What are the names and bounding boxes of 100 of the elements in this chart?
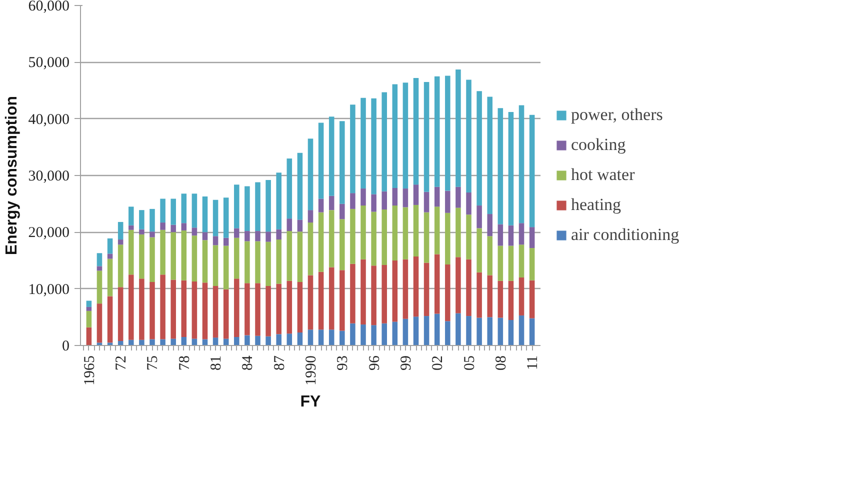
- bar: [202, 196, 208, 232]
- bar: [255, 231, 260, 242]
- bar: [276, 334, 282, 346]
- bar: [160, 222, 166, 230]
- bar: [508, 225, 514, 246]
- legend-label: cooking: [571, 135, 626, 155]
- legend-label: air conditioning: [571, 225, 680, 245]
- bar: [181, 280, 187, 337]
- bar: [382, 323, 387, 346]
- bar: [297, 332, 303, 346]
- bar: [340, 121, 345, 204]
- bar: [402, 82, 408, 189]
- bar: [244, 231, 250, 242]
- bar: [529, 280, 535, 318]
- bar: [487, 236, 492, 276]
- bar: [297, 220, 303, 232]
- bar: [434, 254, 440, 314]
- bar: [340, 330, 345, 346]
- bar: [266, 336, 271, 346]
- bar: [518, 244, 524, 278]
- bar: [487, 275, 492, 318]
- bar: [350, 264, 356, 324]
- bar: [371, 98, 376, 194]
- x-tick-label: 81: [208, 356, 225, 370]
- bar: [118, 244, 124, 288]
- bar: [402, 188, 408, 208]
- bar: [86, 327, 92, 346]
- x-tick-label: 99: [398, 356, 414, 370]
- bar: [308, 330, 314, 346]
- bar: [518, 105, 524, 224]
- y-axis-title: Energy consumption: [3, 96, 20, 256]
- legend-label: power, others: [571, 105, 663, 125]
- bar: [350, 208, 356, 264]
- bar: [328, 196, 334, 210]
- x-tick-label: 75: [145, 356, 162, 370]
- bar: [476, 228, 482, 272]
- x-tick-label: 84: [240, 355, 256, 370]
- bar: [297, 232, 303, 282]
- bar: [529, 227, 535, 248]
- bar: [192, 338, 198, 346]
- x-tick-label: 1990: [304, 356, 320, 386]
- bar: [487, 96, 492, 214]
- bar: [244, 283, 250, 336]
- bar: [223, 289, 229, 339]
- bar: [476, 91, 482, 206]
- bar: [498, 280, 504, 318]
- bar: [508, 280, 514, 320]
- bar: [286, 231, 292, 281]
- bar: [234, 278, 240, 337]
- bar: [118, 240, 124, 245]
- bar: [434, 186, 440, 207]
- bar: [392, 260, 398, 322]
- bar: [160, 230, 166, 275]
- x-tick-label: 1965: [82, 356, 98, 386]
- bar: [150, 237, 155, 282]
- bar: [139, 234, 144, 279]
- bar: [286, 218, 292, 232]
- bar: [160, 274, 166, 340]
- bar: [413, 204, 419, 257]
- bar: [181, 230, 187, 280]
- bar: [160, 198, 166, 223]
- bar: [86, 306, 92, 311]
- bar: [192, 281, 198, 339]
- bar: [86, 300, 92, 307]
- bar: [518, 223, 524, 245]
- legend-label: hot water: [571, 165, 635, 185]
- bar: [360, 188, 366, 206]
- bar: [328, 210, 334, 268]
- bar: [128, 274, 134, 340]
- bar: [498, 318, 504, 346]
- bar: [328, 267, 334, 330]
- x-tick-label: 11: [525, 355, 542, 370]
- bar: [498, 224, 504, 246]
- bar: [118, 287, 124, 341]
- bar: [128, 206, 134, 226]
- bar: [297, 152, 303, 220]
- bar: [202, 232, 208, 240]
- bar: [413, 316, 419, 346]
- x-axis-title: FY: [300, 394, 322, 410]
- bar: [118, 222, 124, 240]
- bar: [212, 286, 218, 338]
- x-tick-label: 72: [114, 356, 130, 370]
- bar: [96, 266, 102, 271]
- bar: [382, 210, 387, 266]
- bar: [371, 212, 376, 266]
- bar: [181, 194, 187, 224]
- bar: [382, 265, 387, 324]
- bar: [456, 313, 461, 346]
- bar: [266, 180, 271, 232]
- bar: [212, 236, 218, 246]
- y-tick-label: 20,000: [28, 225, 70, 242]
- bar: [434, 206, 440, 254]
- bar: [128, 230, 134, 275]
- bar: [318, 212, 324, 272]
- bar: [445, 264, 450, 322]
- bar: [445, 76, 450, 191]
- bar: [223, 198, 229, 238]
- x-tick-label: 87: [272, 355, 288, 370]
- bar: [223, 238, 229, 246]
- x-tick-label: 93: [335, 356, 352, 370]
